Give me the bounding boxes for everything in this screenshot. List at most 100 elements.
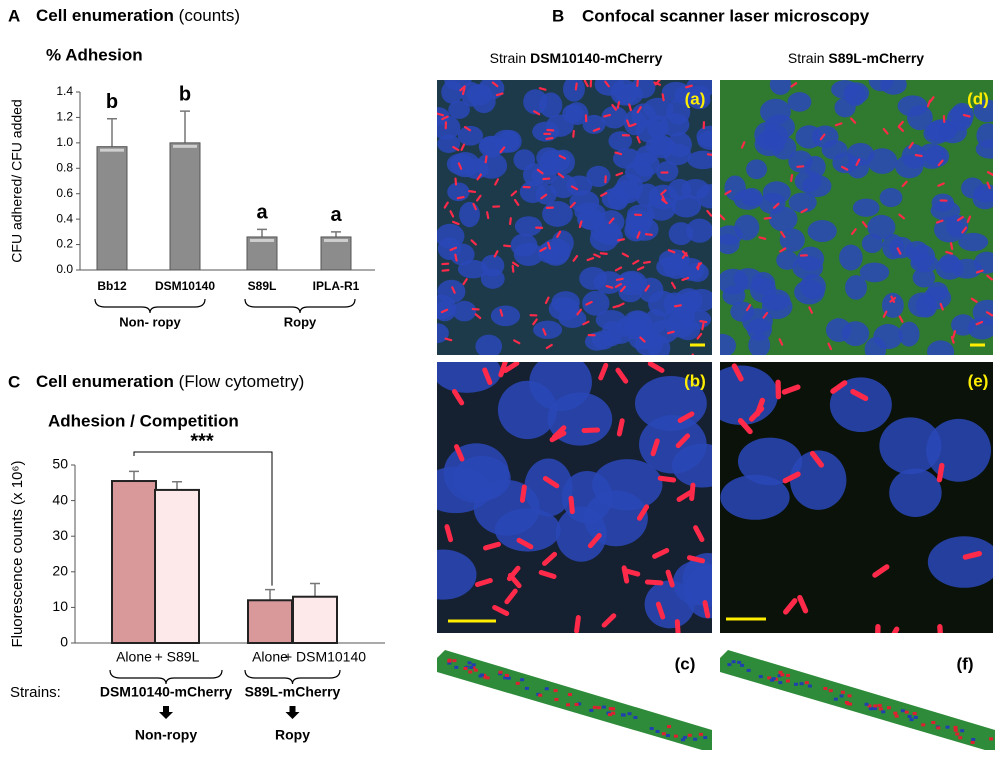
- biofilm-3d: [437, 650, 712, 750]
- bacterium: [702, 324, 703, 330]
- cell: [467, 84, 493, 105]
- biofilm-speck: [633, 716, 637, 719]
- cell: [862, 234, 883, 253]
- bacterium: [497, 94, 503, 96]
- biofilm-speck: [452, 659, 456, 662]
- cell: [931, 201, 961, 220]
- bacterium: [510, 218, 511, 224]
- biofilm-speck: [958, 736, 962, 739]
- cell: [645, 580, 695, 628]
- panel-letter: A: [8, 6, 20, 25]
- biofilm-speck: [946, 726, 950, 729]
- bacterium: [700, 321, 706, 322]
- bacterium: [691, 354, 693, 359]
- cell: [532, 166, 557, 185]
- biofilm-speck: [936, 726, 940, 729]
- bacterium: [644, 262, 650, 263]
- cell: [788, 150, 812, 172]
- error-bar: [172, 482, 182, 490]
- biofilm-speck: [554, 689, 558, 692]
- cell: [882, 234, 904, 259]
- microscopy-images: [410, 70, 1000, 750]
- panel-heading: Cell enumeration (counts): [36, 6, 240, 25]
- biofilm-speck: [960, 729, 964, 732]
- bacterium: [647, 582, 660, 583]
- cell: [515, 216, 542, 236]
- cell: [582, 291, 609, 316]
- cell: [797, 247, 824, 272]
- group-brace: [245, 299, 355, 313]
- biofilm-speck: [727, 663, 731, 666]
- bar: [170, 143, 200, 270]
- bar-highlight: [250, 239, 274, 242]
- bacterium: [668, 332, 674, 334]
- biofilm-speck: [772, 677, 776, 680]
- y-tick-label: 30: [52, 527, 68, 543]
- biofilm-speck: [873, 707, 877, 710]
- cell: [562, 104, 583, 123]
- bacterium: [765, 218, 771, 219]
- cell: [764, 114, 795, 139]
- biofilm-speck: [895, 715, 899, 718]
- cell: [491, 305, 520, 326]
- cell: [533, 321, 562, 339]
- bacterium: [573, 131, 574, 137]
- image: [707, 70, 1000, 363]
- cell: [879, 417, 941, 474]
- bacterium: [689, 558, 702, 561]
- biofilm-speck: [628, 712, 632, 715]
- image-label: (a): [685, 89, 706, 108]
- biofilm-speck: [878, 704, 882, 707]
- bar: [155, 490, 199, 643]
- bacterium: [708, 154, 714, 155]
- image-label: (f): [957, 654, 974, 673]
- image-label: (b): [684, 371, 706, 390]
- biofilm-speck: [873, 704, 877, 707]
- error-bar: [180, 111, 190, 143]
- bacterium: [576, 84, 577, 90]
- biofilm-speck: [688, 734, 692, 737]
- cell: [475, 335, 502, 358]
- bacterium: [916, 155, 922, 156]
- arrow: [159, 706, 173, 719]
- y-axis-label: CFU adhered/ CFU added: [9, 99, 25, 262]
- cell: [432, 351, 501, 393]
- bar: [293, 597, 337, 643]
- error-bar: [107, 119, 117, 147]
- biofilm-speck: [732, 660, 736, 663]
- biofilm-speck: [472, 663, 476, 666]
- biofilm-speck: [737, 661, 741, 664]
- cell: [524, 459, 572, 517]
- cell: [625, 210, 652, 234]
- group-label: S89L-mCherry: [245, 684, 341, 700]
- bacterium: [618, 239, 624, 240]
- bacterium: [760, 237, 766, 238]
- biofilm-speck: [662, 732, 666, 735]
- cell: [514, 149, 536, 170]
- cell: [748, 333, 770, 357]
- cell: [867, 148, 897, 174]
- cell: [789, 193, 817, 213]
- cell: [686, 219, 713, 243]
- cell: [436, 224, 465, 249]
- biofilm-speck: [805, 681, 809, 684]
- biofilm-speck: [893, 712, 897, 715]
- bacterium: [487, 212, 488, 218]
- group-brace: [95, 299, 205, 313]
- group-label: DSM10140-mCherry: [100, 684, 232, 700]
- cell: [936, 257, 964, 280]
- bacterium: [965, 554, 979, 557]
- biofilm-speck: [447, 660, 451, 663]
- bacterium: [463, 88, 464, 94]
- biofilm-speck: [778, 681, 782, 684]
- biofilm-speck: [908, 715, 912, 718]
- biofilm-speck: [699, 733, 703, 736]
- cell: [853, 199, 880, 217]
- cell: [453, 456, 511, 501]
- bacterium: [522, 487, 524, 500]
- cell: [895, 155, 923, 179]
- biofilm-speck: [740, 664, 744, 667]
- cell: [479, 136, 504, 158]
- biofilm-speck: [693, 738, 697, 741]
